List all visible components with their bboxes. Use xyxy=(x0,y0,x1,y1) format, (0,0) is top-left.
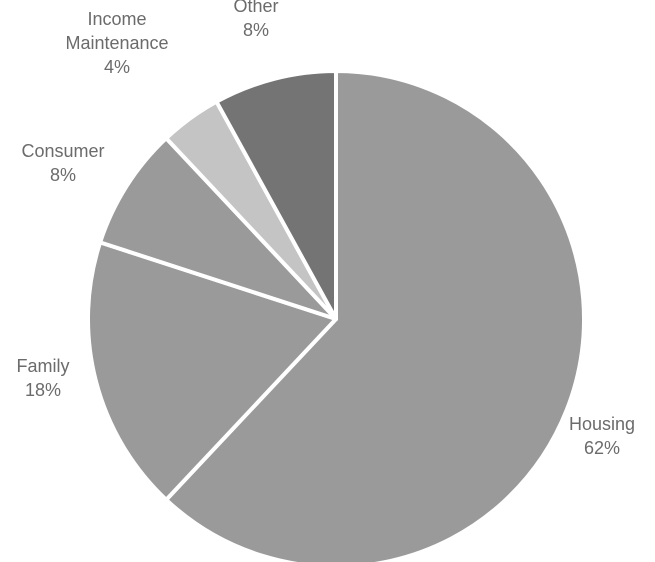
slice-value-label-other: 8% xyxy=(243,20,269,40)
slice-category-label-consumer: Consumer xyxy=(21,141,104,161)
slice-value-label-income-maintenance: 4% xyxy=(104,57,130,77)
pie-slice-housing xyxy=(164,69,586,562)
slice-value-label-consumer: 8% xyxy=(50,165,76,185)
slice-value-label-family: 18% xyxy=(25,380,61,400)
pie-slices xyxy=(86,69,586,562)
slice-category-label-income-maintenance: Maintenance xyxy=(65,33,168,53)
slice-category-label-family: Family xyxy=(17,356,70,376)
slice-value-label-housing: 62% xyxy=(584,438,620,458)
slice-category-label-housing: Housing xyxy=(569,414,635,434)
pie-slice-other xyxy=(214,69,338,321)
slice-category-label-income-maintenance: Income xyxy=(87,9,146,29)
pie-slice-consumer xyxy=(98,136,338,321)
pie-slice-family xyxy=(86,240,338,502)
slice-category-label-other: Other xyxy=(233,0,278,16)
pie-labels: Housing 62% Family 18% Consumer 8% Income Maint… xyxy=(17,0,636,458)
